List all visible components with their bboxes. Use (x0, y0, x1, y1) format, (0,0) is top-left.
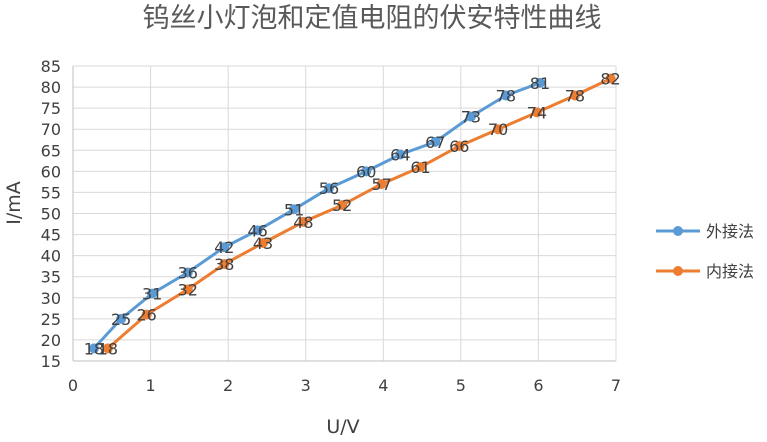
data-point (252, 225, 263, 236)
data-point (116, 313, 127, 324)
data-point (534, 77, 545, 88)
x-tick-label: 2 (223, 376, 233, 395)
data-label: 64 (390, 146, 410, 165)
y-tick-label: 30 (41, 289, 61, 308)
y-tick-label: 60 (41, 162, 61, 181)
x-tick-label: 0 (68, 376, 78, 395)
data-label: 67 (425, 133, 445, 152)
data-label: 48 (293, 213, 313, 232)
data-point (298, 216, 309, 227)
y-tick-label: 25 (41, 310, 61, 329)
data-point (395, 149, 406, 160)
data-point (531, 107, 542, 118)
y-tick-label: 70 (41, 120, 61, 139)
x-tick-label: 5 (456, 376, 466, 395)
data-point (465, 111, 476, 122)
data-point (289, 204, 300, 215)
y-tick-label: 15 (41, 352, 61, 371)
x-tick-label: 6 (533, 376, 543, 395)
y-tick-label: 65 (41, 141, 61, 160)
y-tick-label: 55 (41, 183, 61, 202)
legend-marker (673, 226, 683, 236)
data-point (141, 309, 152, 320)
data-label: 74 (527, 103, 547, 122)
y-tick-label: 85 (41, 57, 61, 76)
data-point (147, 288, 158, 299)
data-label: 57 (372, 175, 392, 194)
data-label: 32 (178, 280, 198, 299)
data-label: 36 (178, 264, 198, 283)
legend-marker (673, 266, 683, 276)
data-label: 73 (461, 108, 481, 127)
data-labels: 18 25 31 36 42 46 51 56 60 64 67 73 78 81 18 26 32 38 43 48… (84, 70, 621, 359)
x-axis-title: U/V (326, 416, 359, 438)
data-point (500, 90, 511, 101)
data-point (415, 162, 426, 173)
data-label: 60 (356, 162, 376, 181)
data-point (361, 166, 372, 177)
data-label: 42 (214, 238, 234, 257)
y-tick-label: 35 (41, 268, 61, 287)
legend-label: 内接法 (706, 262, 754, 281)
data-point (102, 343, 113, 354)
data-point (605, 73, 616, 84)
data-point (430, 136, 441, 147)
data-label: 66 (449, 137, 469, 156)
data-label: 26 (137, 306, 157, 325)
y-tick-label: 80 (41, 78, 61, 97)
y-axis-title: I/mA (3, 181, 25, 225)
data-label: 82 (600, 70, 620, 89)
data-label: 38 (214, 255, 234, 274)
series-group (88, 73, 616, 354)
data-label: 56 (319, 179, 339, 198)
data-point (493, 124, 504, 135)
y-tick-label: 50 (41, 205, 61, 224)
y-tick-label: 75 (41, 99, 61, 118)
y-tick-label: 20 (41, 331, 61, 350)
y-tick-label: 40 (41, 247, 61, 266)
data-label: 18 (84, 339, 104, 358)
data-label: 51 (284, 200, 304, 219)
x-tick-label: 3 (301, 376, 311, 395)
data-label: 81 (530, 74, 550, 93)
data-point (182, 284, 193, 295)
data-label: 61 (410, 158, 430, 177)
x-tick-label: 7 (611, 376, 621, 395)
data-point (337, 200, 348, 211)
data-point (219, 242, 230, 253)
data-point (376, 179, 387, 189)
chart-title: 钨丝小灯泡和定值电阻的伏安特性曲线 (143, 3, 602, 34)
legend-label: 外接法 (706, 222, 754, 241)
x-tick-label: 1 (145, 376, 155, 395)
data-label: 43 (253, 234, 273, 253)
data-point (258, 238, 269, 248)
data-point (88, 343, 99, 354)
data-point (454, 141, 465, 152)
x-tick-label: 4 (378, 376, 388, 395)
data-point (323, 183, 334, 194)
data-label: 18 (98, 339, 118, 358)
gridlines (72, 65, 617, 362)
data-label: 46 (247, 221, 267, 240)
series-line-1 (92, 81, 542, 350)
data-point (182, 267, 193, 278)
data-label: 52 (332, 196, 352, 215)
y-tick-label: 45 (41, 226, 61, 245)
data-label: 70 (488, 120, 508, 139)
data-label: 78 (565, 87, 585, 106)
data-label: 25 (111, 310, 131, 329)
data-label: 31 (142, 285, 162, 304)
series-line-2 (106, 77, 613, 350)
data-point (219, 259, 230, 270)
data-label: 78 (496, 87, 516, 106)
data-point (569, 90, 580, 101)
